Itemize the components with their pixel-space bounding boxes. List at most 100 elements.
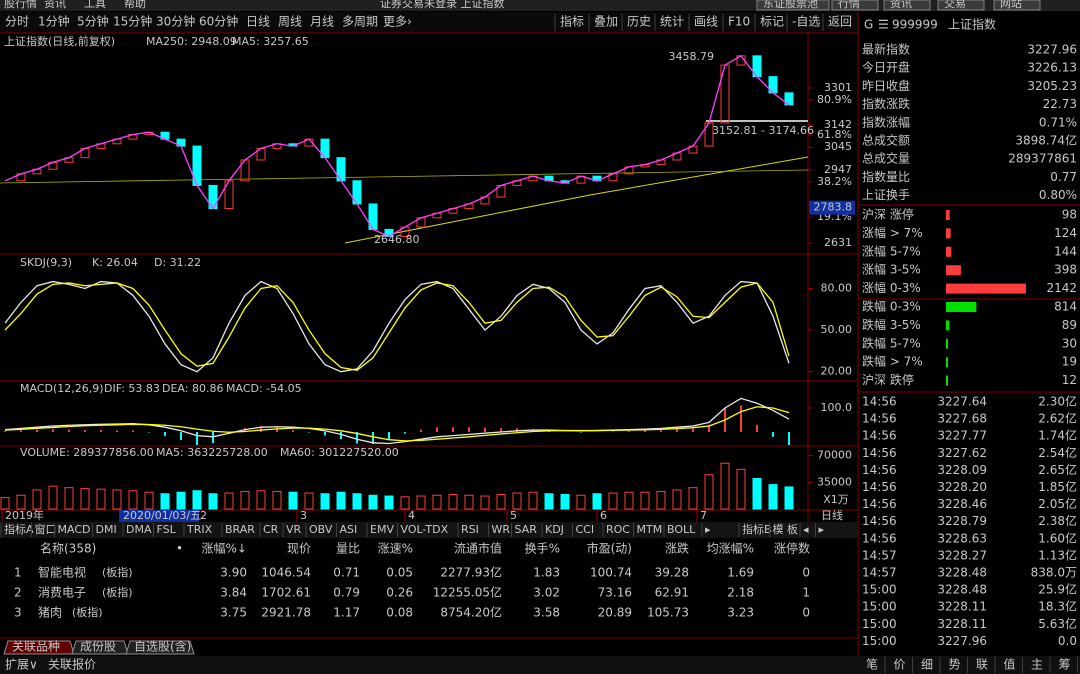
indicator-tab[interactable]: 模 板 bbox=[773, 522, 799, 536]
column-header[interactable]: 量比 bbox=[336, 542, 360, 556]
column-header[interactable]: 均涨幅% bbox=[707, 541, 754, 556]
quote-tab[interactable]: 价 bbox=[893, 658, 905, 672]
tool-button[interactable]: -自选 bbox=[792, 15, 820, 29]
period-tab[interactable]: 多周期 bbox=[342, 15, 378, 29]
indicator-tab[interactable]: DMI bbox=[96, 523, 117, 536]
period-tab[interactable]: 15分钟 bbox=[113, 14, 152, 29]
menu-item[interactable]: 股行情 bbox=[4, 0, 37, 10]
column-header[interactable]: 市盈(动) bbox=[587, 541, 632, 556]
period-tab[interactable]: 1分钟 bbox=[38, 14, 70, 29]
quote-tab[interactable]: 势 bbox=[948, 658, 960, 672]
button[interactable] bbox=[883, 0, 931, 11]
indicator-tab[interactable]: RSI bbox=[461, 523, 479, 536]
indicator-tab[interactable]: CCI bbox=[576, 523, 595, 536]
indicator-tab[interactable]: 指标B bbox=[742, 522, 772, 536]
column-header[interactable]: 涨幅%↓ bbox=[202, 541, 247, 556]
quote-tab[interactable]: 筹 bbox=[1058, 658, 1070, 672]
indicator-tab[interactable]: CR bbox=[263, 523, 279, 536]
column-header[interactable]: 流通市值 bbox=[454, 541, 502, 556]
tool-button[interactable]: 画线 bbox=[694, 15, 718, 29]
tool-button[interactable]: 标记 bbox=[760, 15, 784, 29]
indicator-tab[interactable]: SAR bbox=[515, 523, 538, 536]
indicator-tab[interactable]: KDJ bbox=[545, 523, 564, 536]
menu-item[interactable]: 帮助 bbox=[124, 0, 146, 10]
bottom-tab[interactable] bbox=[71, 640, 129, 655]
bottom-tab-label[interactable]: 自选股(含) bbox=[134, 639, 191, 654]
tick-time: 15:00 bbox=[862, 600, 897, 614]
period-tab[interactable]: 更多› bbox=[383, 15, 412, 29]
indicator-tab[interactable]: VR bbox=[286, 523, 302, 536]
period-tab[interactable]: 30分钟 bbox=[156, 14, 195, 29]
menu-item[interactable]: 资讯 bbox=[44, 0, 66, 10]
button[interactable] bbox=[831, 0, 879, 11]
field-value: 3205.23 bbox=[1027, 79, 1077, 93]
indicator-tab[interactable]: ROC bbox=[606, 523, 630, 536]
header-letter[interactable]: G bbox=[864, 18, 873, 32]
quote-tab[interactable]: 主 bbox=[1031, 658, 1043, 672]
row-name[interactable]: 猪肉 bbox=[38, 606, 62, 620]
tool-button[interactable]: 历史 bbox=[627, 15, 651, 29]
button-label[interactable]: 交易 bbox=[944, 0, 966, 10]
indicator-tab[interactable]: TRIX bbox=[186, 523, 213, 536]
indicator-tab[interactable]: DMA bbox=[126, 523, 152, 536]
tool-button[interactable]: F10 bbox=[728, 15, 750, 29]
period-tab[interactable]: 分时 bbox=[5, 15, 29, 29]
bottom-tab[interactable] bbox=[3, 640, 75, 655]
indicator-tab[interactable]: 指标A bbox=[4, 522, 34, 536]
indicator-tab[interactable]: BOLL bbox=[667, 523, 696, 536]
tool-button[interactable]: 叠加 bbox=[594, 15, 618, 29]
header-icon[interactable]: ☰ bbox=[878, 18, 889, 32]
quote-tab[interactable]: 细 bbox=[921, 658, 933, 672]
breadth-bar bbox=[946, 302, 977, 312]
column-header[interactable]: 现价 bbox=[287, 542, 311, 556]
indicator-tab[interactable]: MTM bbox=[637, 523, 663, 536]
quote-tab[interactable]: 笔 bbox=[866, 657, 878, 672]
quote-tab[interactable]: 联 bbox=[976, 658, 988, 672]
status-button[interactable]: 关联报价 bbox=[48, 657, 96, 672]
period-tab[interactable]: 周线 bbox=[278, 15, 302, 29]
period-tab[interactable]: 日线 bbox=[246, 15, 270, 29]
button[interactable] bbox=[756, 0, 830, 11]
tool-button[interactable]: 统计 bbox=[660, 15, 684, 29]
indicator-tab[interactable]: MACD bbox=[58, 523, 91, 536]
field-label: 最新指数 bbox=[862, 42, 910, 57]
column-header[interactable]: 涨速% bbox=[378, 541, 413, 556]
button-label[interactable]: 网站 bbox=[1000, 0, 1022, 10]
indicator-tab[interactable]: ▸ bbox=[819, 523, 825, 536]
column-header[interactable]: 涨停数 bbox=[774, 541, 810, 556]
indicator-tab[interactable]: ASI bbox=[340, 523, 358, 536]
column-header[interactable]: 涨跌 bbox=[665, 541, 689, 556]
quote-tab[interactable]: 值 bbox=[1003, 657, 1015, 672]
column-header[interactable]: 换手% bbox=[525, 542, 560, 556]
column-header[interactable]: • bbox=[176, 542, 183, 556]
indicator-tab[interactable]: ▸ bbox=[705, 523, 711, 536]
indicator-tab[interactable]: EMV bbox=[370, 523, 394, 536]
breadth-value: 98 bbox=[1062, 208, 1077, 222]
tool-button[interactable]: 返回 bbox=[828, 15, 852, 29]
indicator-tab[interactable]: OBV bbox=[309, 523, 333, 536]
button[interactable] bbox=[937, 0, 985, 11]
indicator-tab[interactable]: BRAR bbox=[225, 523, 255, 536]
field-label: 指数涨幅 bbox=[862, 114, 910, 129]
button-label[interactable]: 行情 bbox=[838, 0, 860, 10]
button-label[interactable]: 资讯 bbox=[890, 0, 912, 10]
period-tab[interactable]: 60分钟 bbox=[199, 14, 238, 29]
button[interactable] bbox=[993, 0, 1041, 11]
status-button[interactable]: 扩展∨ bbox=[5, 658, 38, 672]
button-label[interactable]: 东证股票池 bbox=[763, 0, 818, 10]
column-header[interactable]: 名称(358) bbox=[40, 541, 96, 556]
period-tab[interactable]: 月线 bbox=[310, 15, 334, 29]
indicator-tab[interactable]: ◂ bbox=[803, 523, 809, 536]
bottom-tab-label[interactable]: 关联品种 bbox=[12, 640, 60, 654]
bottom-tab[interactable] bbox=[125, 640, 195, 655]
indicator-tab[interactable]: FSL bbox=[157, 523, 177, 536]
tool-button[interactable]: 指标 bbox=[560, 14, 584, 29]
period-tab[interactable]: 5分钟 bbox=[77, 14, 109, 29]
row-name[interactable]: 消费电子 bbox=[38, 586, 86, 600]
indicator-tab[interactable]: 窗口 bbox=[35, 522, 57, 536]
row-name[interactable]: 智能电视 bbox=[38, 565, 86, 580]
indicator-tab[interactable]: WR bbox=[492, 523, 511, 536]
bottom-tab-label[interactable]: 成份股 bbox=[80, 640, 116, 654]
indicator-tab[interactable]: VOL-TDX bbox=[401, 523, 449, 536]
menu-item[interactable]: 工具 bbox=[84, 0, 106, 10]
